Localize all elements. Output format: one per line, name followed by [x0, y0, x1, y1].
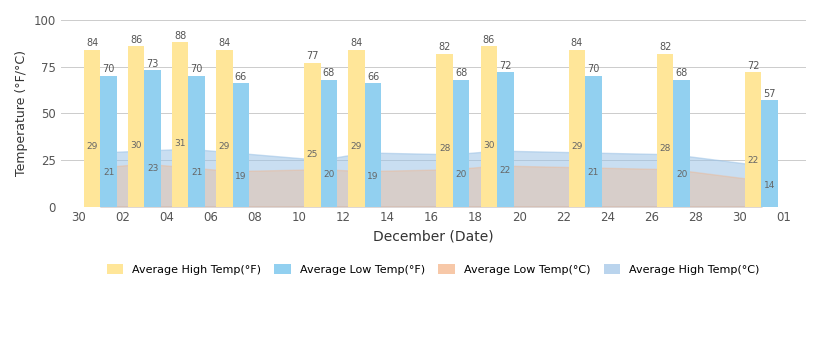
Text: 28: 28: [659, 144, 671, 153]
Text: 19: 19: [368, 172, 378, 181]
Text: 14: 14: [764, 181, 775, 190]
Bar: [144, 70, 161, 207]
Bar: [100, 76, 117, 207]
Text: 66: 66: [367, 72, 379, 82]
Text: 29: 29: [86, 143, 98, 152]
Bar: [437, 54, 453, 207]
Bar: [232, 83, 249, 207]
Text: 86: 86: [482, 35, 495, 45]
Text: 84: 84: [218, 38, 231, 49]
Text: 70: 70: [588, 64, 599, 75]
Text: 77: 77: [306, 51, 319, 62]
Text: 23: 23: [147, 164, 159, 173]
Bar: [761, 100, 778, 207]
Bar: [569, 50, 585, 207]
Bar: [320, 80, 337, 207]
Text: 29: 29: [218, 143, 230, 152]
Bar: [365, 83, 381, 207]
Text: 22: 22: [500, 166, 511, 175]
Text: 82: 82: [659, 42, 671, 52]
Text: 68: 68: [323, 68, 335, 78]
Text: 19: 19: [235, 172, 247, 181]
Y-axis label: Temperature (°F/°C): Temperature (°F/°C): [15, 50, 28, 176]
Text: 73: 73: [146, 59, 159, 69]
Text: 31: 31: [174, 139, 186, 148]
Bar: [84, 50, 100, 207]
Bar: [188, 76, 205, 207]
Text: 22: 22: [748, 156, 759, 165]
Bar: [304, 63, 320, 207]
Bar: [745, 72, 761, 207]
Bar: [349, 50, 365, 207]
Text: 29: 29: [571, 143, 583, 152]
Text: 70: 70: [191, 64, 203, 75]
Text: 29: 29: [351, 143, 362, 152]
Text: 72: 72: [747, 61, 759, 71]
Text: 21: 21: [103, 168, 115, 177]
Bar: [481, 46, 497, 207]
Text: 70: 70: [102, 64, 115, 75]
Text: 72: 72: [499, 61, 511, 71]
Text: 68: 68: [455, 68, 467, 78]
Text: 20: 20: [456, 170, 467, 179]
Text: 68: 68: [676, 68, 688, 78]
Text: 84: 84: [350, 38, 363, 49]
Bar: [172, 42, 188, 207]
Bar: [128, 46, 144, 207]
Text: 88: 88: [174, 31, 187, 41]
Text: 20: 20: [324, 170, 334, 179]
Text: 28: 28: [439, 144, 451, 153]
Bar: [673, 80, 690, 207]
Text: 21: 21: [588, 168, 599, 177]
Text: 82: 82: [438, 42, 451, 52]
Text: 20: 20: [676, 170, 687, 179]
Bar: [657, 54, 673, 207]
Text: 57: 57: [764, 89, 776, 99]
X-axis label: December (Date): December (Date): [373, 230, 493, 244]
Bar: [453, 80, 470, 207]
Text: 86: 86: [130, 35, 142, 45]
Text: 66: 66: [235, 72, 247, 82]
Text: 30: 30: [130, 140, 142, 150]
Bar: [585, 76, 602, 207]
Bar: [216, 50, 232, 207]
Bar: [497, 72, 514, 207]
Text: 84: 84: [571, 38, 583, 49]
Text: 84: 84: [86, 38, 98, 49]
Text: 21: 21: [191, 168, 203, 177]
Text: 25: 25: [307, 150, 318, 159]
Legend: Average High Temp(°F), Average Low Temp(°F), Average Low Temp(°C), Average High : Average High Temp(°F), Average Low Temp(…: [102, 260, 764, 279]
Text: 30: 30: [483, 140, 495, 150]
